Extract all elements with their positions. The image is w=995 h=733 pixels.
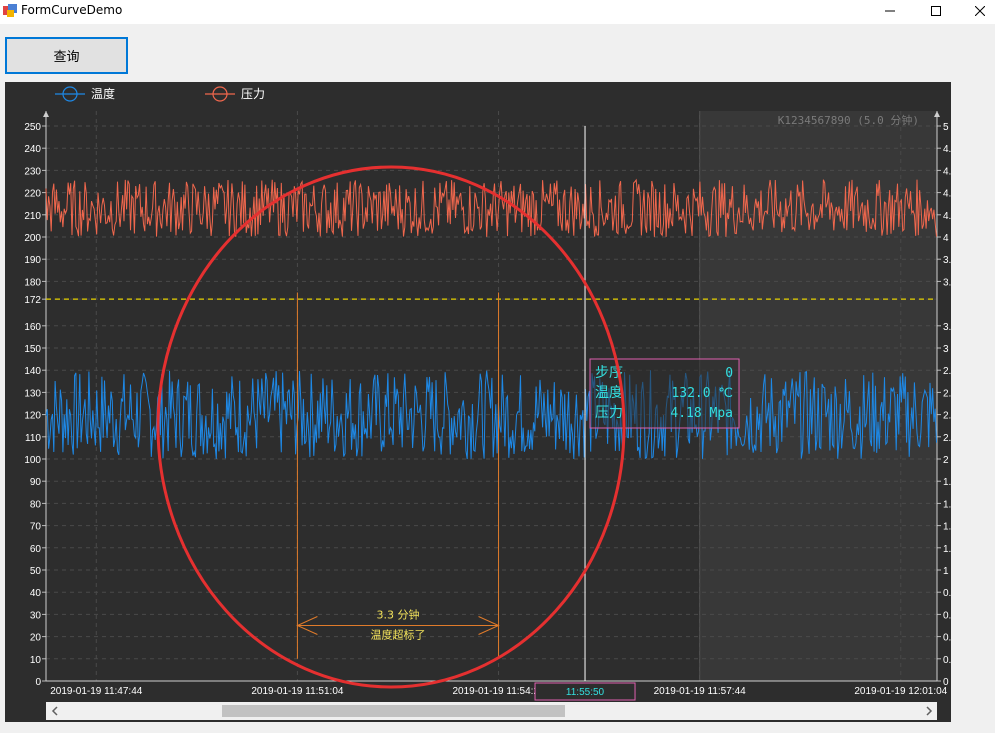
curve-chart[interactable]: K1234567890 (5.0 分钟) 0 10 20 30 40 50 60 70 80 90 1… [5, 82, 951, 722]
tooltip-box [589, 358, 740, 429]
y-left-tick-label: 160 [24, 322, 41, 333]
y-right-tick-label: 3.6 [943, 277, 951, 288]
query-button[interactable]: 查询 [5, 37, 128, 74]
y-right-tick-label: 4 [943, 233, 949, 244]
shaded-region-label: K1234567890 (5.0 分钟) [778, 113, 919, 127]
annotation-arrow-right [478, 616, 500, 635]
close-button[interactable] [957, 0, 995, 22]
y-left-tick-label: 40 [30, 588, 42, 599]
y-right-tick-label: 1 [943, 566, 949, 577]
tooltip-label: 温度 [595, 385, 623, 401]
y-right-tick-label: 0 [943, 677, 949, 688]
y-right-tick-label: 0.4 [943, 633, 951, 644]
chevron-left-icon [51, 706, 58, 716]
y-right-tick-label: 4.8 [943, 144, 951, 155]
y-right-tick-label: 4.2 [943, 211, 951, 222]
y-left-tick-label: 10 [30, 655, 42, 666]
y-left-tick-label: 240 [24, 144, 41, 155]
cursor-time-box [534, 682, 636, 701]
y-right-tick-label: 2.8 [943, 366, 951, 377]
y-left-tick-label: 220 [24, 189, 41, 200]
annotation-duration: 3.3 分钟 [376, 608, 419, 622]
tooltip-label: 步序 [595, 365, 623, 381]
maximize-icon [931, 6, 941, 16]
y-left-tick-label: 0 [35, 677, 41, 688]
y-left-tick-label: 130 [24, 388, 41, 399]
scrollbar-thumb[interactable] [222, 705, 566, 717]
y-left-tick-label: 100 [24, 455, 41, 466]
y-right-tick-label: 0.6 [943, 610, 951, 621]
y-left-tick-label: 250 [24, 122, 41, 133]
app-icon [3, 4, 17, 17]
legend-marker [62, 86, 78, 102]
y-right-tick-label: 3.2 [943, 322, 951, 333]
y-right-tick-label: 1.6 [943, 499, 951, 510]
legend-marker [212, 86, 228, 102]
y-left-tick-label: 50 [30, 566, 42, 577]
y-left-tick-label: 70 [30, 522, 42, 533]
y-right-tick-label: 1.2 [943, 544, 951, 555]
tooltip-value: 4.18 Mpa [670, 406, 733, 421]
y-right-tick-label: 3.8 [943, 255, 951, 266]
chevron-right-icon [925, 706, 932, 716]
y-right-tick-label: 5 [943, 122, 949, 133]
y-left-tick-label: 110 [25, 433, 41, 444]
tooltip-value: 132.0 ℃ [671, 386, 733, 401]
title-bar: FormCurveDemo [0, 0, 995, 24]
series-line-temperature [45, 370, 937, 460]
window-title: FormCurveDemo [21, 3, 123, 17]
maximize-button[interactable] [913, 0, 959, 22]
minimize-button[interactable] [867, 0, 913, 22]
y-right-tick-label: 2.4 [943, 411, 951, 422]
y-right-tick-label: 2.6 [943, 388, 951, 399]
scroll-right-button[interactable] [920, 702, 937, 720]
y-left-tick-label: 20 [30, 633, 42, 644]
chart-canvas[interactable]: K1234567890 (5.0 分钟)01020304050607080901… [5, 82, 951, 722]
y-left-tick-label: 180 [24, 277, 41, 288]
scroll-left-button[interactable] [46, 702, 63, 720]
y-right-arrow [934, 111, 940, 117]
y-left-tick-label: 150 [24, 344, 41, 355]
y-left-tick-label: 210 [24, 211, 41, 222]
y-left-tick-label: 30 [30, 610, 42, 621]
y-left-tick-label: 230 [24, 166, 41, 177]
y-right-tick-label: 2 [943, 455, 949, 466]
legend-label: 压力 [241, 87, 265, 101]
x-tick-label: 2019-01-19 11:47:44 [50, 686, 143, 697]
y-left-tick-label: 90 [30, 477, 42, 488]
x-tick-label: 2019-01-19 11:54:24 [452, 686, 545, 697]
close-icon [975, 6, 985, 16]
cursor-time-label: 11:55:50 [566, 687, 605, 698]
y-right-tick-label: 4.4 [943, 189, 951, 200]
x-tick-label: 2019-01-19 12:01:04 [854, 686, 947, 697]
y-left-tick-label: 120 [24, 411, 41, 422]
annotation-note: 温度超标了 [370, 628, 425, 642]
y-right-tick-label: 4.6 [943, 166, 951, 177]
horizontal-scrollbar[interactable] [46, 702, 937, 720]
y-right-tick-label: 1.8 [943, 477, 951, 488]
y-left-tick-label: 172 [24, 295, 41, 306]
annotation-arrow-left [296, 616, 318, 635]
y-left-tick-label: 80 [30, 499, 42, 510]
y-right-tick-label: 2.2 [943, 433, 951, 444]
tooltip-value: 0 [725, 366, 733, 381]
y-left-tick-label: 190 [24, 255, 41, 266]
y-left-tick-label: 200 [24, 233, 41, 244]
series-line-pressure [45, 178, 937, 238]
x-tick-label: 2019-01-19 11:51:04 [251, 686, 344, 697]
legend-label: 温度 [91, 86, 115, 101]
y-right-tick-label: 3 [943, 344, 949, 355]
highlight-ellipse [156, 165, 626, 689]
y-right-tick-label: 0.8 [943, 588, 951, 599]
y-right-tick-label: 0.2 [943, 655, 951, 666]
tooltip-label: 压力 [595, 405, 623, 421]
y-left-arrow [43, 111, 49, 117]
y-right-tick-label: 1.4 [943, 522, 951, 533]
y-left-tick-label: 60 [30, 544, 42, 555]
y-left-tick-label: 140 [24, 366, 41, 377]
minimize-icon [885, 10, 895, 12]
x-tick-label: 2019-01-19 11:57:44 [654, 686, 747, 697]
